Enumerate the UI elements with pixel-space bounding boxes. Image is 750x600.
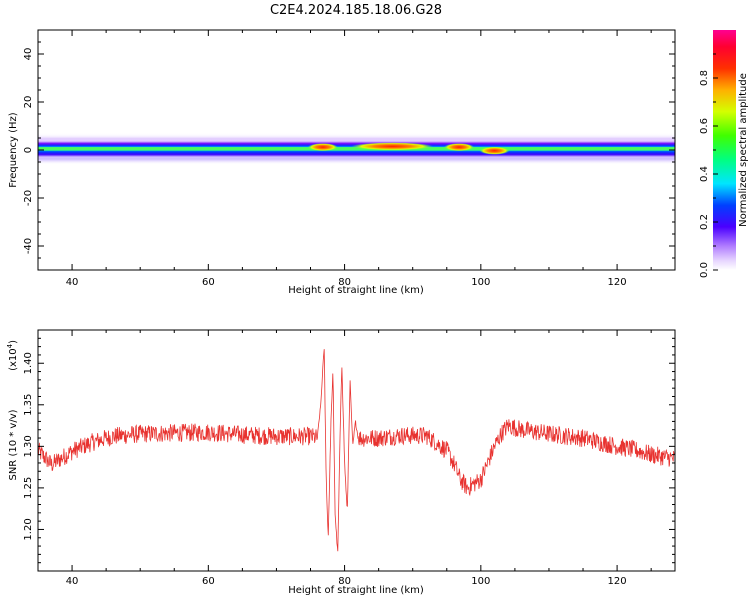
snr-x-ticks: 40 60 80 100 120	[66, 330, 652, 587]
snr-x-axis-label: Height of straight line (km)	[288, 585, 424, 596]
snr-y-axis-label: SNR (10 * v/v)	[8, 409, 19, 480]
colorbar-gradient	[713, 30, 736, 270]
colorbar-tick-label: 0.8	[699, 70, 710, 86]
colorbar-label: Normalized spectral amplitude	[738, 73, 749, 227]
y-tick-label: 1.40	[23, 352, 34, 374]
y-tick-label: 1.30	[23, 435, 34, 457]
band-peak	[444, 143, 475, 152]
band-peak	[307, 143, 338, 152]
spectrogram-y-ticks: 40 20 0 -20 -40	[23, 29, 675, 271]
colorbar-tick-label: 0.2	[699, 214, 710, 230]
snr-panel: 40 60 80 100 120 1.20 1.25 1.30 1.35 1.40 Height…	[6, 329, 676, 596]
y-tick-label: 1.25	[23, 477, 34, 499]
y-tick-label: -20	[23, 190, 34, 206]
snr-series	[38, 349, 675, 552]
y-tick-label: 0	[23, 147, 34, 153]
spectrogram-panel: 40 60 80 100 120 40 20 0 -20 -40 Height of strai…	[8, 29, 676, 296]
colorbar-tick-label: 0.4	[699, 166, 710, 182]
y-tick-label: -40	[23, 238, 34, 254]
x-tick-label: 40	[66, 576, 79, 587]
y-tick-label: 20	[23, 96, 34, 109]
spectrogram-y-axis-label: Frequency (Hz)	[8, 112, 19, 188]
x-tick-label: 80	[338, 277, 351, 288]
band-peak	[479, 146, 510, 155]
y-tick-label: 40	[23, 48, 34, 61]
x-tick-label: 60	[202, 277, 215, 288]
spectral-band	[38, 132, 675, 165]
snr-y-scale-label: (x104)	[6, 340, 19, 371]
spectrogram-x-axis-label: Height of straight line (km)	[288, 285, 424, 296]
colorbar-tick-label: 0.6	[699, 118, 710, 134]
colorbar: 0.0 0.2 0.4 0.6 0.8 Normalized spectral ampl…	[699, 30, 749, 278]
snr-line	[38, 349, 675, 552]
y-tick-label: 1.35	[23, 394, 34, 416]
x-tick-label: 80	[338, 576, 351, 587]
colorbar-ticks: 0.0 0.2 0.4 0.6 0.8	[699, 53, 718, 278]
x-tick-label: 40	[66, 277, 79, 288]
band-ridge	[38, 147, 675, 151]
snr-plot-area	[37, 329, 676, 572]
figure-title: C2E4.2024.185.18.06.G28	[270, 3, 442, 18]
spectrogram-x-ticks: 40 60 80 100 120	[66, 30, 652, 288]
y-tick-label: 1.20	[23, 518, 34, 540]
x-tick-label: 100	[471, 277, 490, 288]
x-tick-label: 120	[608, 576, 627, 587]
band-peak	[351, 142, 434, 151]
x-tick-label: 100	[471, 576, 490, 587]
colorbar-tick-label: 0.0	[699, 262, 710, 278]
x-tick-label: 60	[202, 576, 215, 587]
snr-y-ticks: 1.20 1.25 1.30 1.35 1.40	[23, 337, 675, 564]
x-tick-label: 120	[608, 277, 627, 288]
